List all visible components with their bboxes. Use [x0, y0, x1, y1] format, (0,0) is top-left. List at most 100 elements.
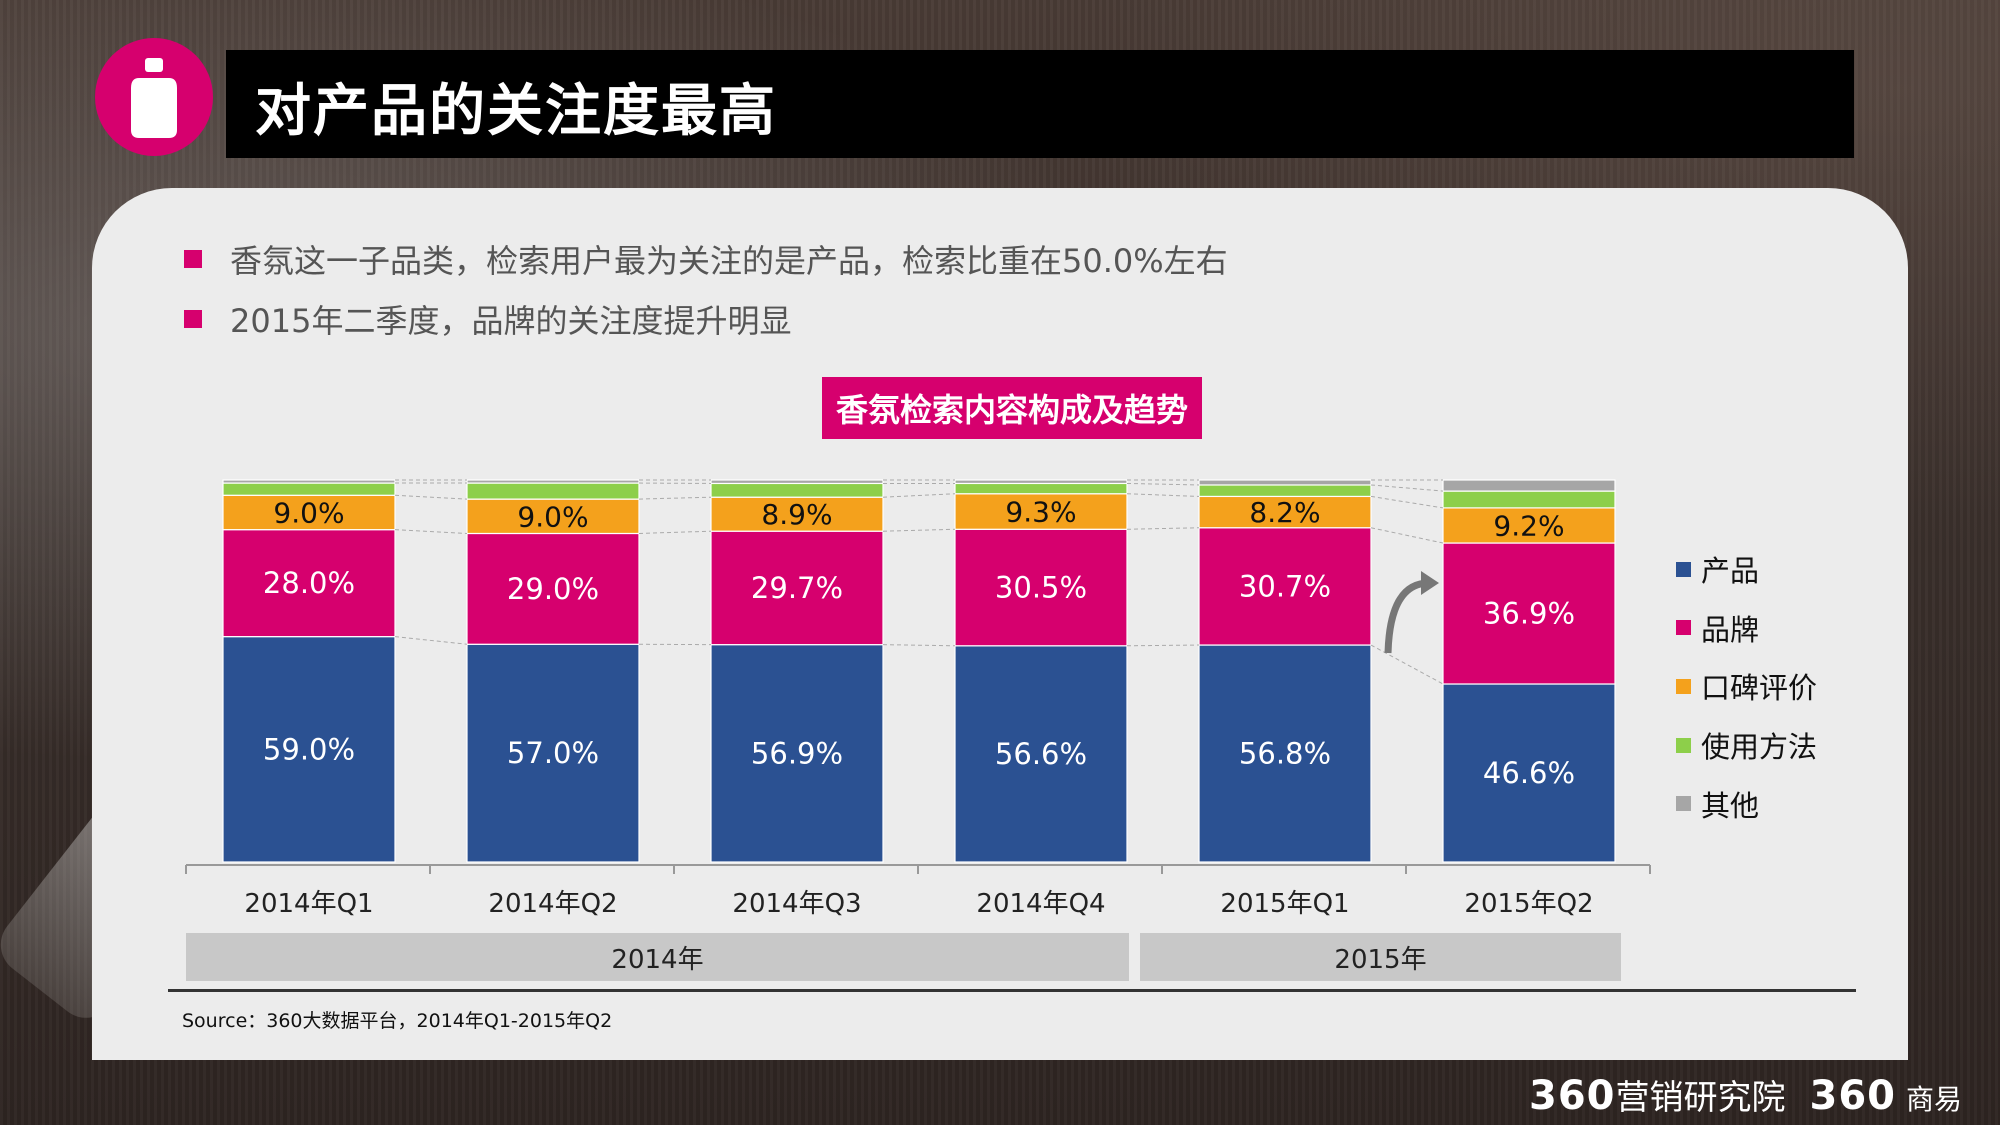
data-label: 36.9%	[1483, 597, 1575, 631]
connector-line	[1370, 644, 1444, 685]
data-label: 9.2%	[1493, 509, 1564, 542]
bullet-point: 2015年二季度，品牌的关注度提升明显	[184, 296, 791, 342]
category-label: 2015年Q2	[1464, 889, 1593, 919]
divider	[168, 989, 1856, 992]
category-label: 2015年Q1	[1220, 889, 1349, 919]
bar-segment	[1198, 479, 1372, 486]
data-label: 9.0%	[273, 496, 344, 529]
connector-line	[882, 493, 956, 498]
bar-segment	[466, 498, 640, 535]
bar-segment	[710, 644, 884, 863]
legend-swatch	[1676, 561, 1691, 577]
year-group-2014: 2014年	[186, 933, 1129, 981]
category-label: 2014年Q4	[976, 889, 1105, 919]
brand-name: 营销研究院	[1615, 1078, 1786, 1118]
year-group-2015: 2015年	[1140, 933, 1621, 981]
bar-segment	[222, 482, 396, 496]
legend-swatch	[1676, 620, 1691, 636]
data-label: 30.5%	[995, 571, 1087, 605]
bar-segment	[1198, 527, 1372, 646]
footer-brand: 360 营销研究院 360 商易	[1529, 1070, 1962, 1119]
bar-segment	[466, 479, 640, 484]
connector-line	[1126, 644, 1200, 647]
bar-segment	[1198, 484, 1372, 498]
data-label: 9.0%	[517, 500, 588, 533]
bar-segment	[1198, 495, 1372, 529]
bar-segment	[954, 528, 1128, 647]
legend-item: 使用方法	[1676, 716, 1817, 775]
legend-item: 其他	[1676, 774, 1817, 833]
page-title: 对产品的关注度最高	[255, 79, 777, 144]
connector-line	[882, 644, 956, 647]
bar-segment	[1198, 644, 1372, 863]
perfume-bottle-icon	[95, 38, 213, 156]
legend-label: 产品	[1701, 554, 1760, 589]
bar-segment	[1442, 683, 1616, 863]
arrow-head-icon	[1421, 571, 1439, 596]
bar-segment	[710, 530, 884, 646]
bar-segment	[222, 494, 396, 531]
bar-segment	[954, 479, 1128, 485]
bar-segment	[466, 532, 640, 645]
legend-label: 使用方法	[1701, 730, 1818, 765]
bullet-text: 香氛这一子品类，检索用户最为关注的是产品，检索比重在50.0%左右	[230, 242, 1228, 280]
bullet-square-icon	[184, 250, 202, 268]
connector-line	[1126, 493, 1200, 497]
bar-segment	[1442, 479, 1616, 492]
category-label: 2014年Q3	[732, 889, 861, 919]
connector-line	[882, 528, 956, 532]
data-label: 29.7%	[751, 571, 843, 605]
source-note: Source：360大数据平台，2014年Q1-2015年Q2	[182, 1010, 613, 1032]
bar-segment	[1442, 507, 1616, 544]
header-bar	[226, 50, 1854, 158]
bullet-point: 香氛这一子品类，检索用户最为关注的是产品，检索比重在50.0%左右	[184, 236, 1228, 282]
data-label: 29.0%	[507, 572, 599, 606]
data-label: 9.3%	[1005, 496, 1076, 529]
bar-segment	[710, 496, 884, 532]
chart-title: 香氛检索内容构成及趋势	[822, 377, 1202, 439]
bar-segment	[710, 482, 884, 498]
bar-segment	[954, 482, 1128, 495]
data-label: 46.6%	[1483, 756, 1575, 790]
legend-swatch	[1676, 796, 1691, 812]
connector-line	[1126, 482, 1200, 486]
data-label: 56.9%	[751, 736, 843, 770]
data-label: 8.9%	[761, 498, 832, 531]
legend-label: 口碑评价	[1701, 671, 1818, 706]
bar-segment	[222, 636, 396, 863]
bar-segment	[466, 643, 640, 863]
legend-item: 口碑评价	[1676, 657, 1817, 716]
chart-legend: 产品品牌口碑评价使用方法其他	[1676, 540, 1817, 833]
connector-line	[1370, 527, 1444, 544]
connector-line	[1126, 527, 1200, 530]
category-label: 2014年Q2	[488, 889, 617, 919]
bar-segment	[1442, 490, 1616, 509]
bar-segment	[710, 479, 884, 485]
legend-label: 品牌	[1701, 612, 1760, 647]
legend-swatch	[1676, 737, 1691, 753]
legend-item: 品牌	[1676, 599, 1817, 658]
data-label: 56.6%	[995, 737, 1087, 771]
data-label: 30.7%	[1239, 569, 1331, 603]
bar-segment	[954, 645, 1128, 863]
bullet-text: 2015年二季度，品牌的关注度提升明显	[230, 302, 792, 340]
connector-line	[394, 529, 468, 534]
legend-label: 其他	[1701, 788, 1760, 823]
bar-segment	[222, 529, 396, 638]
brand-number: 360	[1528, 1073, 1616, 1119]
connector-line	[638, 530, 712, 534]
connector-line	[638, 496, 712, 500]
connector-line	[1370, 484, 1444, 492]
data-label: 59.0%	[263, 732, 355, 766]
legend-swatch	[1676, 678, 1691, 694]
bar-segment	[1442, 542, 1616, 685]
bullet-square-icon	[184, 310, 202, 328]
connector-line	[1370, 495, 1444, 509]
legend-item: 产品	[1676, 540, 1817, 599]
data-label: 28.0%	[263, 566, 355, 600]
category-label: 2014年Q1	[244, 889, 373, 919]
data-label: 57.0%	[507, 736, 599, 770]
data-label: 8.2%	[1249, 496, 1320, 529]
connector-line	[394, 636, 468, 645]
